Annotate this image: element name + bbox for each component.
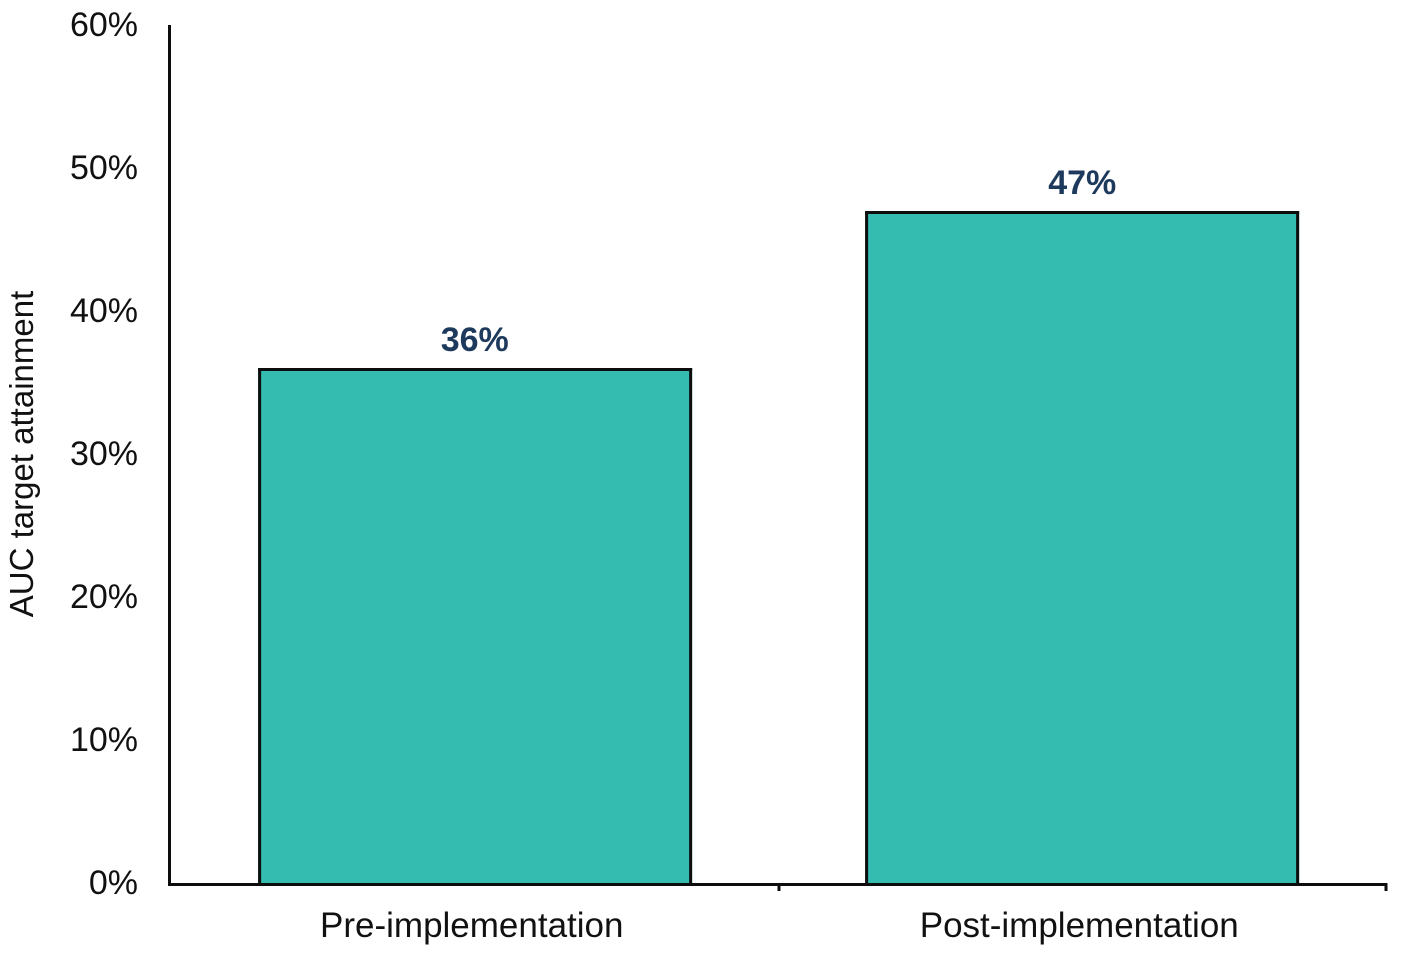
y-tick-label: 0% — [88, 864, 138, 902]
bar-slot: 36% — [171, 25, 779, 883]
bar — [257, 368, 692, 883]
plot-area: 36% 47% — [168, 25, 1388, 891]
bar-slot: 47% — [779, 25, 1387, 883]
y-tick-label: 20% — [69, 578, 138, 616]
x-category-label: Post-implementation — [919, 906, 1239, 945]
x-axis-tick — [777, 883, 780, 891]
y-tick-label: 40% — [69, 292, 138, 330]
y-tick-label: 30% — [69, 435, 138, 473]
y-tick-label: 60% — [69, 6, 138, 44]
x-axis-tick — [1384, 883, 1388, 891]
bar — [865, 210, 1300, 883]
bar-value-label: 36% — [440, 321, 509, 360]
x-category-label: Pre-implementation — [320, 906, 624, 945]
bar-value-label: 47% — [1048, 163, 1117, 202]
y-tick-label: 50% — [69, 149, 138, 187]
y-tick-label: 10% — [69, 721, 138, 759]
